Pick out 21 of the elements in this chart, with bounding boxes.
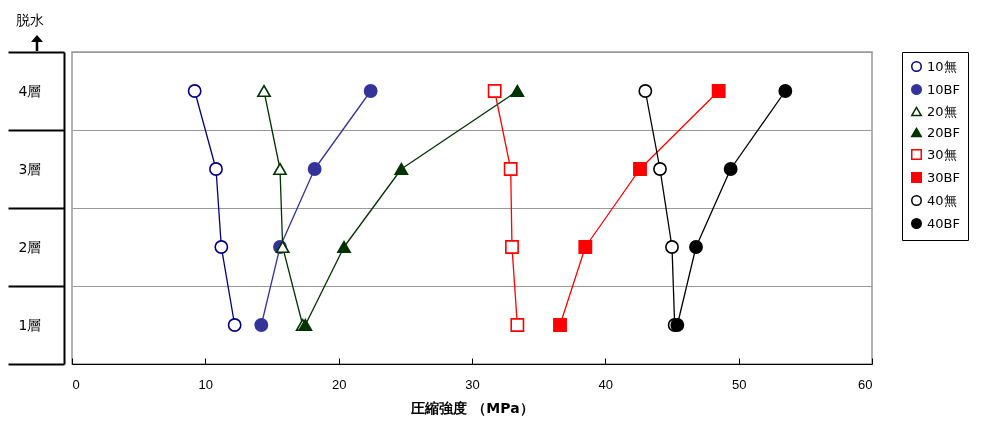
x-tick-label: 0: [72, 376, 80, 392]
x-axis-title: 圧縮強度 （MPa）: [410, 399, 534, 416]
y-tick-label: 3層: [18, 160, 42, 177]
x-tick-label: 60: [858, 376, 873, 392]
y-tick-label: 4層: [18, 82, 42, 99]
legend-label: 10無: [927, 58, 957, 74]
legend-label: 10BF: [927, 81, 960, 97]
legend-label: 20BF: [927, 124, 960, 140]
y-axis-title: 脱水: [15, 11, 44, 28]
x-tick-label: 40: [598, 376, 614, 392]
legend-label: 40BF: [927, 215, 960, 231]
legend-label: 30無: [927, 146, 957, 162]
x-tick-label: 50: [731, 376, 747, 392]
x-tick-label: 30: [465, 376, 480, 392]
x-tick-label: 10: [198, 376, 214, 392]
legend-label: 20無: [927, 103, 957, 119]
x-tick-label: 20: [331, 376, 347, 392]
legend-label: 30BF: [927, 169, 960, 185]
y-tick-label: 1層: [18, 316, 42, 333]
legend-label: 40無: [927, 192, 957, 208]
y-tick-label: 2層: [18, 238, 42, 255]
